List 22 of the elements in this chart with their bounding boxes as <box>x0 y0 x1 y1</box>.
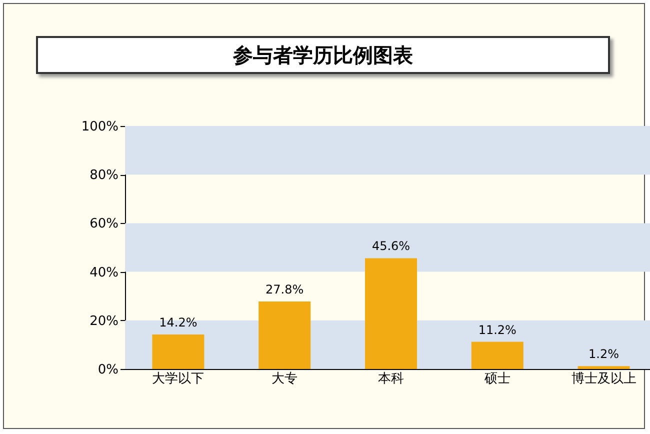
data-label: 14.2% <box>159 315 198 330</box>
x-tick-label: 大专 <box>272 372 298 386</box>
y-tick-label: 60% <box>90 216 118 232</box>
bar <box>365 258 417 369</box>
chart-title: 参与者学历比例图表 <box>36 36 610 74</box>
data-label: 11.2% <box>478 322 516 337</box>
bar <box>258 301 311 369</box>
y-tick-label: 40% <box>90 265 118 280</box>
bar <box>578 366 630 369</box>
bar <box>152 334 204 369</box>
data-label: 45.6% <box>372 239 410 254</box>
x-tick-label: 大学以下 <box>152 372 204 386</box>
data-label: 1.2% <box>588 347 620 362</box>
x-tick-label: 本科 <box>378 372 404 386</box>
y-tick-label: 20% <box>90 314 118 329</box>
x-tick-label: 博士及以上 <box>571 372 636 386</box>
y-tick-label: 0% <box>98 362 118 378</box>
bar <box>471 342 524 369</box>
data-label: 27.8% <box>266 282 304 296</box>
y-tick-label: 80% <box>90 168 118 184</box>
x-tick-label: 硕士 <box>483 372 510 386</box>
y-tick-label: 100% <box>81 120 118 134</box>
